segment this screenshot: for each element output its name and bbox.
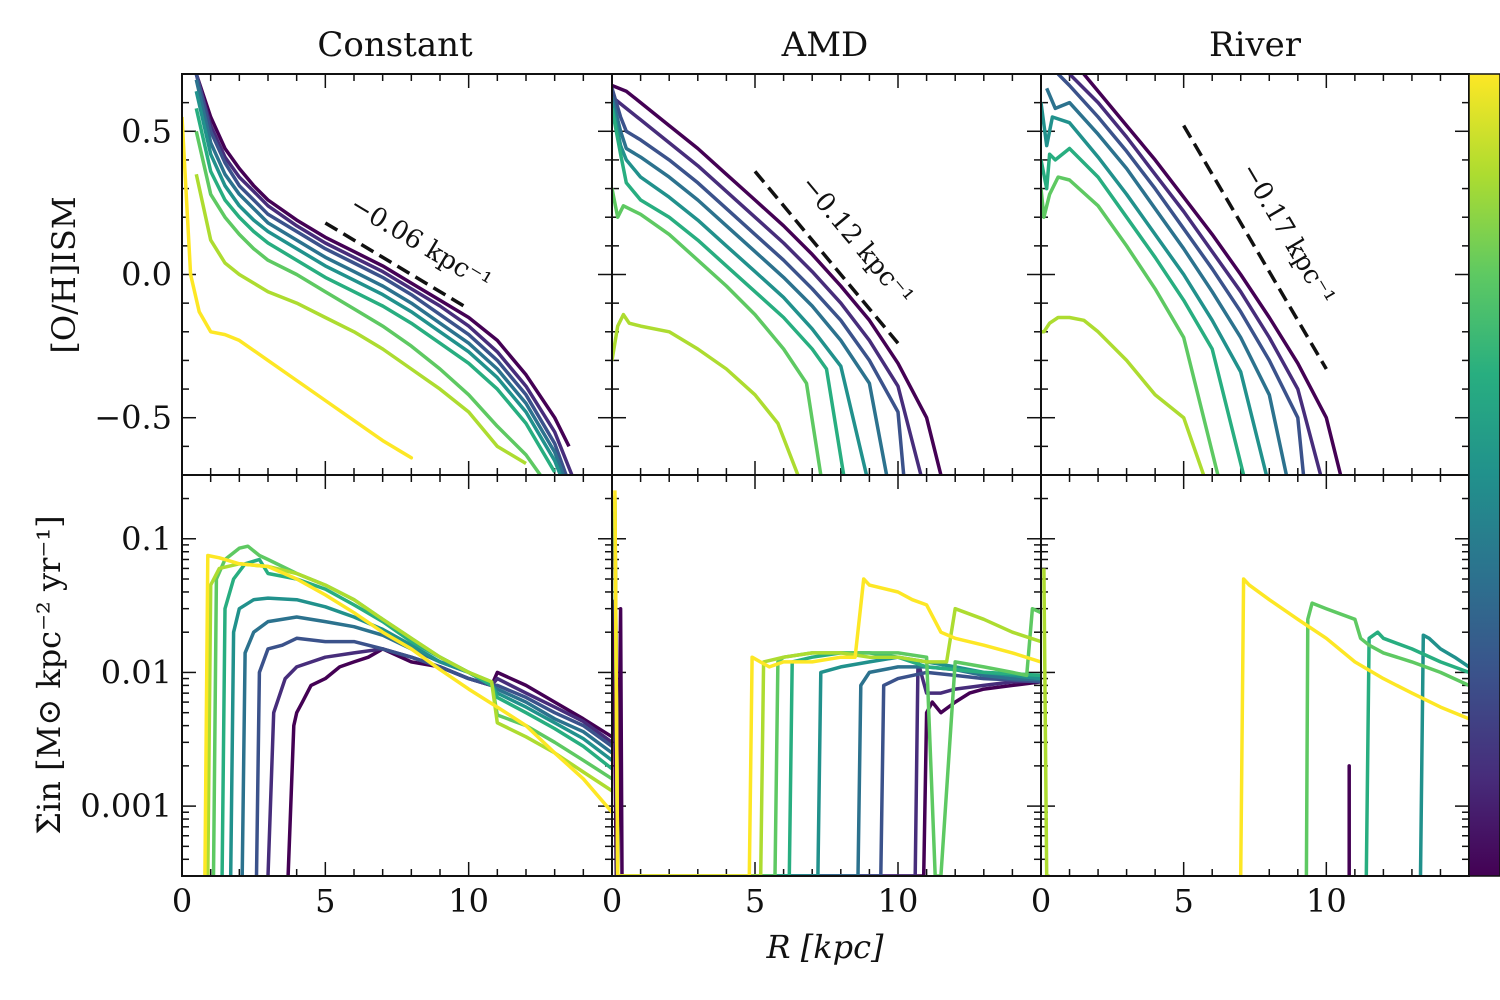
slope-line-constant: [324, 221, 470, 311]
curves-layer: [182, 74, 1469, 876]
series-line-amd-top-t4: [612, 96, 889, 475]
series-line-river-top-t8: [1041, 315, 1206, 475]
x-axis-label: R [kpc]: [765, 928, 884, 966]
panel-title-constant: Constant: [317, 25, 473, 65]
series-group-amd-top: [612, 83, 943, 475]
x-tick-label-amd-bottom: 5: [745, 882, 765, 920]
slope-line-amd: [753, 170, 900, 345]
series-line-river-top-t6: [1041, 146, 1246, 475]
series-line-amd-top-t7: [612, 188, 823, 475]
y-tick-label-constant-top: 0.0: [121, 256, 172, 294]
series-line-river-top-t1: [1082, 74, 1343, 475]
y-tick-label-constant-bottom: 0.01: [101, 653, 172, 691]
y-tick-label-constant-bottom: 0.001: [80, 787, 172, 825]
series-line-amd-bottom-t1: [612, 599, 1041, 876]
series-line-amd-bottom-t5: [613, 519, 1041, 876]
x-tick-label-amd-bottom: 10: [878, 882, 919, 920]
series-line-amd-top-t8: [612, 312, 800, 475]
series-line-constant-top-t5: [194, 90, 563, 475]
series-group-amd-bottom: [612, 490, 1041, 876]
series-line-constant-top-t3: [194, 74, 568, 475]
series-line-amd-bottom-t2: [613, 551, 1041, 876]
y-tick-label-constant-bottom: 0.1: [121, 520, 172, 558]
series-line-constant-top-t4: [194, 79, 565, 475]
series-line-constant-top-t8: [194, 173, 527, 466]
panel-title-amd: AMD: [781, 25, 869, 65]
frame-top-river: [1040, 73, 1470, 476]
series-line-amd-top-t2: [612, 95, 923, 475]
series-line-constant-bottom-t5: [228, 596, 612, 876]
frame-top-amd: [611, 73, 1042, 476]
series-line-river-bottom-t8: [1042, 568, 1050, 876]
series-line-constant-top-t1: [194, 74, 571, 448]
tick-layer: −0.5 0.0 0.5 0 5 10 0.001 0.01 0.1 0 5 10 0 5 10: [80, 73, 1500, 920]
x-tick-label-river-bottom: 10: [1306, 882, 1347, 920]
series-group-river-top: [1041, 74, 1343, 475]
series-line-river-bottom-t6: [1364, 630, 1469, 876]
y-tick-label-constant-top: 0.5: [121, 112, 172, 150]
series-line-amd-bottom-t7: [613, 501, 1041, 876]
series-line-amd-bottom-t3: [613, 538, 1041, 876]
y-axis-label-bottom: Σ̇in [M⊙ kpc⁻² yr⁻¹]: [30, 515, 68, 834]
series-line-river-top-t7: [1041, 175, 1220, 475]
series-line-amd-bottom-t9: [613, 490, 1041, 876]
series-line-constant-bottom-t9: [203, 553, 612, 876]
series-line-constant-top-t9: [182, 116, 414, 460]
panel-title-river: River: [1209, 25, 1302, 65]
x-tick-label-river-bottom: 0: [1031, 882, 1051, 920]
series-line-river-bottom-t7: [1304, 601, 1469, 876]
series-line-river-bottom-t9: [1238, 577, 1469, 876]
series-line-amd-bottom-t8: [613, 495, 1041, 876]
series-line-river-top-t5: [1041, 102, 1269, 475]
series-line-constant-top-t7: [194, 130, 542, 475]
series-line-constant-bottom-t3: [254, 636, 612, 876]
series-line-amd-top-t1: [612, 83, 943, 475]
series-line-amd-bottom-t4: [613, 528, 1041, 876]
slope-line-river: [1182, 124, 1328, 370]
series-group-river-bottom: [1042, 568, 1469, 876]
y-axis-label-top: [O/H]ISM: [45, 196, 83, 353]
x-tick-label-constant-bottom: 0: [172, 882, 192, 920]
x-tick-label-constant-bottom: 10: [448, 882, 489, 920]
series-line-amd-top-t3: [612, 87, 906, 475]
series-line-constant-top-t2: [194, 74, 574, 475]
series-line-river-top-t4: [1045, 87, 1289, 475]
x-tick-label-river-bottom: 5: [1173, 882, 1193, 920]
series-line-amd-top-t5: [612, 102, 869, 475]
series-group-constant-bottom: [203, 544, 612, 876]
series-line-river-bottom-t5: [1418, 633, 1469, 876]
series-line-constant-top-t6: [194, 108, 557, 473]
colorbar: [1468, 73, 1500, 877]
y-tick-label-constant-top: −0.5: [94, 399, 172, 437]
x-tick-label-amd-bottom: 0: [602, 882, 622, 920]
series-line-river-top-t2: [1068, 74, 1323, 475]
x-tick-label-constant-bottom: 5: [315, 882, 335, 920]
frame-bottom-river: [1040, 474, 1470, 877]
series-line-amd-top-t6: [612, 108, 846, 475]
series-group-constant-top: [182, 74, 574, 475]
series-line-river-top-t3: [1056, 74, 1306, 475]
series-line-amd-bottom-t6: [613, 511, 1041, 876]
